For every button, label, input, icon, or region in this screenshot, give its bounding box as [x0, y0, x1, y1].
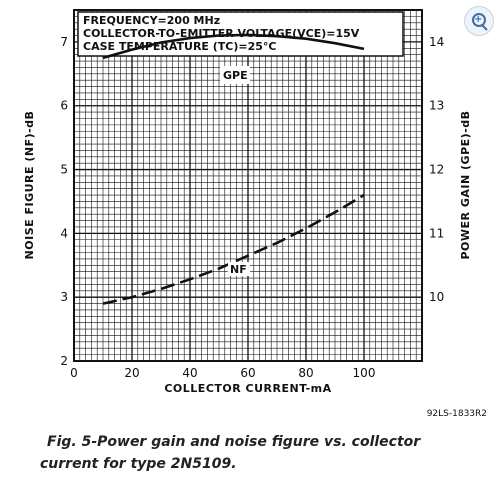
- series-line-gpe: [102, 33, 365, 60]
- zoom-plus-glyph: +: [474, 14, 483, 25]
- zoom-button[interactable]: +: [464, 6, 494, 36]
- left-y-tick-label: 7: [60, 35, 68, 49]
- figure-code: 92LS-1833R2: [427, 409, 487, 419]
- gpe-curve-label: GPE: [223, 69, 248, 82]
- figure-caption-line1: Fig. 5-Power gain and noise figure vs. c…: [47, 434, 421, 450]
- x-tick-label: 100: [353, 366, 376, 380]
- right-y-tick-label: 12: [429, 163, 444, 177]
- left-y-tick-label: 3: [60, 290, 68, 304]
- right-y-tick-label: 11: [429, 226, 444, 240]
- right-y-tick-label: 14: [429, 35, 444, 49]
- left-y-tick-label: 5: [60, 163, 68, 177]
- gpe-label-bg: [220, 66, 250, 84]
- condition-frequency: FREQUENCY=200 MHz: [83, 14, 220, 27]
- left-y-tick-label: 6: [60, 99, 68, 113]
- condition-vce: COLLECTOR-TO-EMITTER VOLTAGE(VCE)=15V: [83, 27, 360, 40]
- nf-label-bg: [228, 262, 250, 276]
- x-tick-label: 40: [182, 366, 197, 380]
- x-tick-label: 20: [124, 366, 139, 380]
- series-line-nf: [102, 193, 365, 305]
- tick-labels: 0 20 40 60 80 100 2 3 4 5 6 7 10 11 12 13 14: [60, 35, 444, 380]
- left-y-tick-label: 4: [60, 226, 68, 240]
- x-tick-label: 60: [240, 366, 255, 380]
- magnifier-handle: [481, 24, 488, 31]
- nf-curve-label: NF: [230, 263, 247, 276]
- figure-caption-line2: current for type 2N5109.: [40, 456, 237, 472]
- left-y-axis-label: NOISE FIGURE (NF)-dB: [23, 111, 36, 260]
- right-y-tick-label: 10: [429, 290, 444, 304]
- series-layer: [102, 33, 365, 305]
- right-y-tick-label: 13: [429, 99, 444, 113]
- x-tick-label: 80: [298, 366, 313, 380]
- right-y-axis-label: POWER GAIN (GPE)-dB: [459, 110, 472, 259]
- x-axis-label: COLLECTOR CURRENT-mA: [164, 382, 331, 395]
- magnifier-plus-icon: [472, 13, 486, 27]
- left-y-tick-label: 2: [60, 354, 68, 368]
- grid-lines: [74, 10, 422, 361]
- x-tick-label: 0: [70, 366, 78, 380]
- condition-tc: CASE TEMPERATURE (TC)=25°C: [83, 40, 277, 53]
